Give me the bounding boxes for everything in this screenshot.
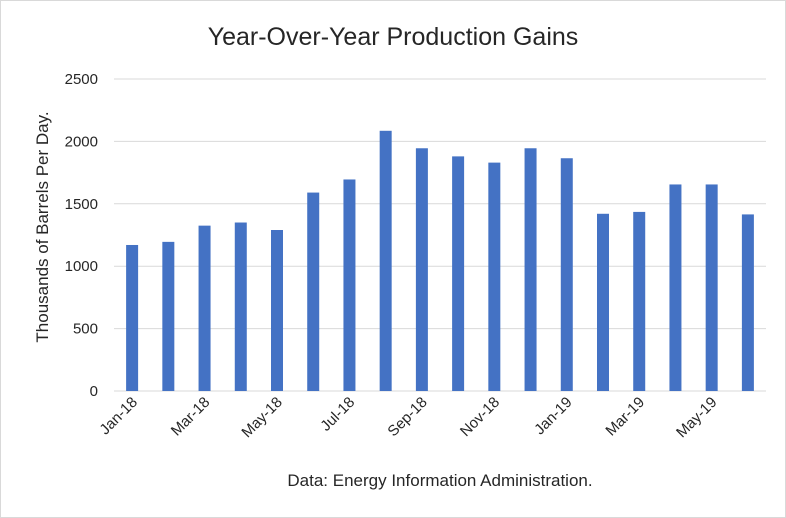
x-tick-label: Mar-18 xyxy=(168,394,214,440)
bar-jul-18 xyxy=(343,179,356,391)
bar-apr-19 xyxy=(669,184,682,391)
x-tick-label: Jul-18 xyxy=(317,394,358,435)
bar-feb-19 xyxy=(597,213,609,391)
x-tick-label: Nov-18 xyxy=(457,394,503,440)
y-tick-label: 1500 xyxy=(65,196,98,213)
chart-title: Year-Over-Year Production Gains xyxy=(208,23,579,51)
y-tick-label: 1000 xyxy=(65,258,98,275)
bar-apr-18 xyxy=(234,222,247,391)
bar-nov-18 xyxy=(488,162,501,391)
bar-sep-18 xyxy=(415,148,428,391)
bar-jun-18 xyxy=(307,192,320,391)
bar-jan-18 xyxy=(126,244,139,391)
source-note: Data: Energy Information Administration. xyxy=(287,471,592,490)
bar-jun-19 xyxy=(741,214,754,391)
y-tick-label: 2500 xyxy=(65,71,98,88)
x-tick-label: May-19 xyxy=(673,394,720,441)
y-tick-label: 500 xyxy=(73,321,98,338)
y-tick-label: 2000 xyxy=(65,133,98,150)
bars xyxy=(126,130,754,392)
y-axis-ticks: 0 500 1000 1500 2000 2500 xyxy=(65,71,98,400)
x-tick-label: Sep-18 xyxy=(384,394,430,440)
bar-jan-19 xyxy=(560,158,573,391)
bar-oct-18 xyxy=(452,156,465,391)
y-axis-label: Thousands of Barrels Per Day. xyxy=(33,111,52,342)
bar-feb-18 xyxy=(162,241,175,391)
y-tick-label: 0 xyxy=(90,383,98,400)
gridlines xyxy=(114,78,766,392)
x-tick-label: Jan-18 xyxy=(96,394,140,438)
x-tick-label: May-18 xyxy=(238,394,285,441)
x-tick-label: Jan-19 xyxy=(531,394,575,438)
bar-may-19 xyxy=(705,184,718,391)
x-axis-ticks: Jan-18 Mar-18 May-18 Jul-18 Sep-18 Nov-18 Jan-… xyxy=(96,394,720,441)
bar-mar-19 xyxy=(633,211,646,391)
bar-mar-18 xyxy=(198,225,211,391)
bar-aug-18 xyxy=(379,130,392,392)
x-tick-label: Mar-19 xyxy=(602,394,648,440)
bar-may-18 xyxy=(271,230,283,391)
bar-dec-18 xyxy=(524,148,537,391)
